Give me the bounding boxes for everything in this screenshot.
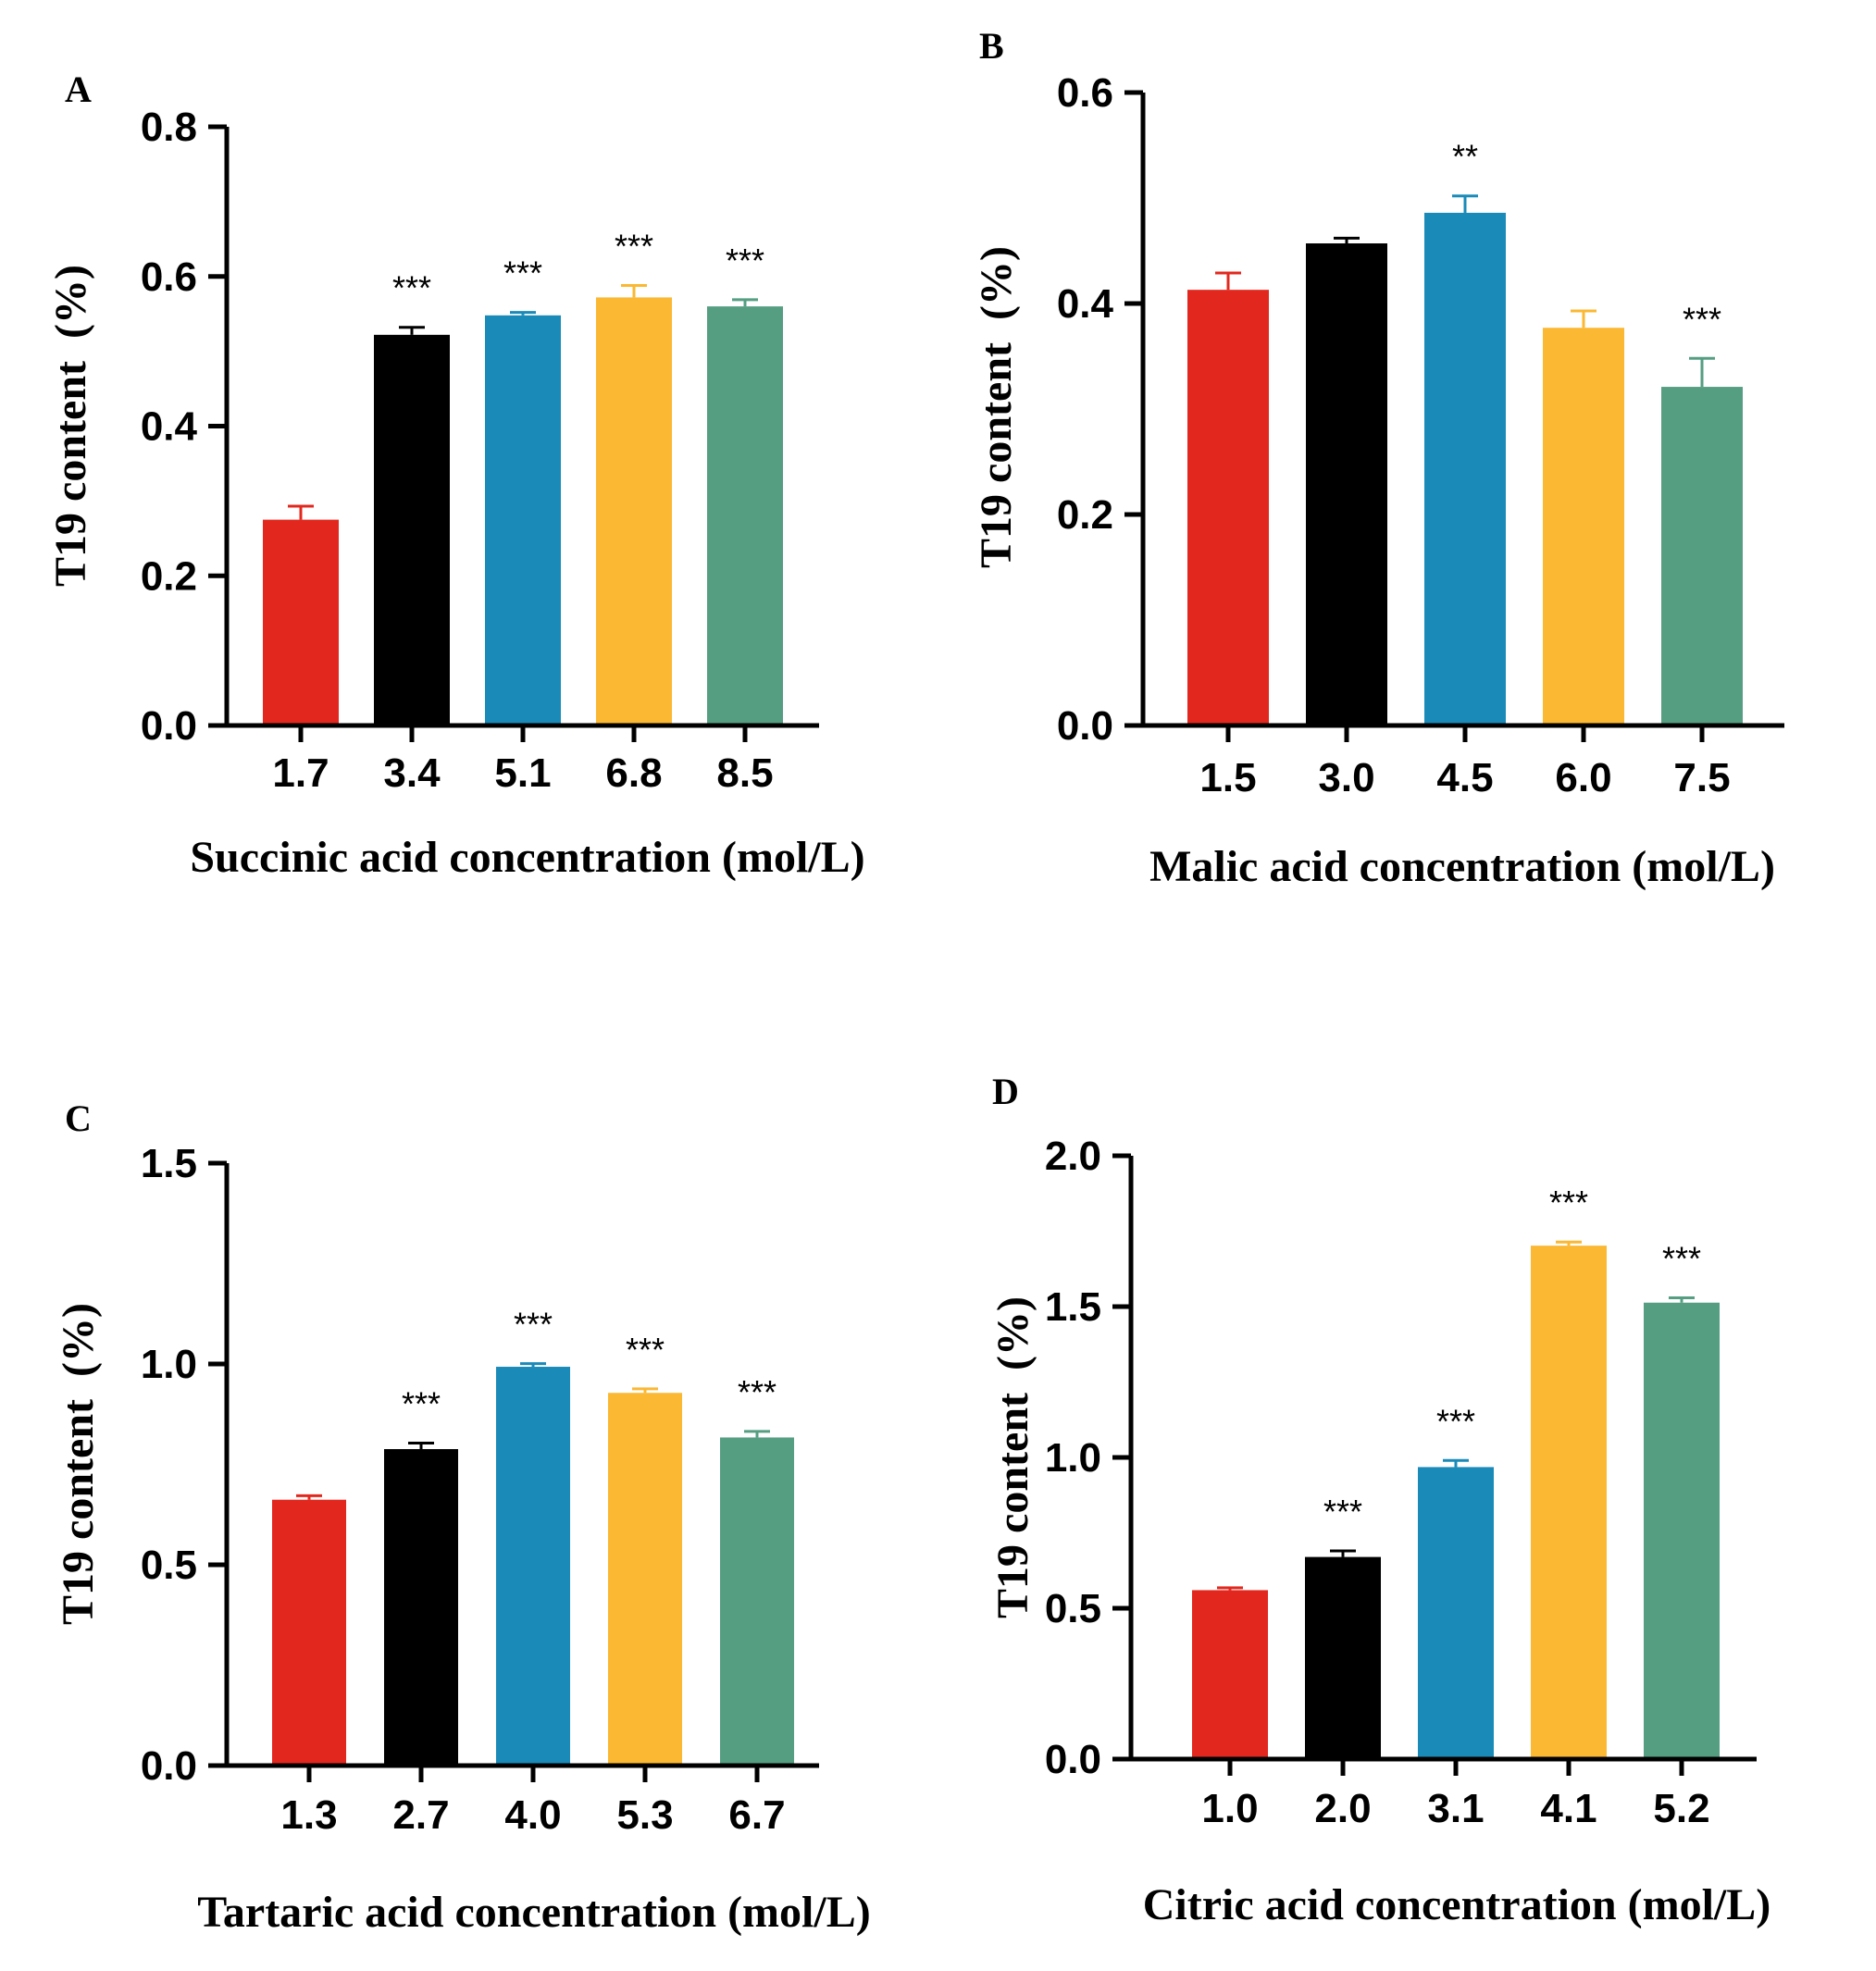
y-tick-label: 1.5: [1045, 1284, 1101, 1330]
x-tick-label: 2.0: [1314, 1786, 1371, 1831]
bar: [1661, 387, 1743, 725]
y-tick-label: 0.6: [141, 254, 197, 300]
y-tick-label: 0.8: [141, 105, 197, 150]
bar: [1306, 243, 1387, 725]
bar: [1531, 1246, 1607, 1759]
x-axis-title: Succinic acid concentration (mol/L): [190, 833, 864, 882]
panel-b: B 1.5 3.0 ** 4.5 6.0 *** 7.5 0.0 0.2 0.4 0.6 Malic a…: [972, 25, 1784, 891]
bar: [374, 334, 450, 725]
significance-label: ***: [392, 269, 431, 307]
significance-label: ***: [402, 1384, 441, 1422]
x-tick-label: 1.3: [280, 1792, 337, 1838]
panel-label: D: [992, 1071, 1019, 1112]
x-axis-title: Citric acid concentration (mol/L): [1143, 1880, 1771, 1929]
y-tick-label: 0.5: [1045, 1586, 1101, 1631]
x-tick-label: 4.5: [1436, 755, 1493, 800]
bar: [1543, 328, 1624, 725]
bar: [720, 1437, 794, 1766]
y-tick-label: 0.0: [141, 1743, 197, 1789]
bar: [263, 519, 339, 725]
y-tick-label: 0.0: [1057, 703, 1113, 749]
panel-label: A: [65, 68, 92, 110]
bar: [707, 306, 783, 725]
bar: [1644, 1302, 1720, 1759]
significance-label: ***: [514, 1306, 553, 1344]
panel-label: B: [979, 25, 1004, 67]
y-tick-label: 2.0: [1045, 1134, 1101, 1179]
x-axis-title: Malic acid concentration (mol/L): [1149, 842, 1775, 891]
x-axis-title: Tartaric acid concentration (mol/L): [197, 1888, 870, 1937]
y-tick-label: 1.5: [141, 1141, 197, 1186]
panel-d: D 1.0 *** 2.0 *** 3.1 *** 4.1 *** 5.2 0.0 0.5 1.0 1.5…: [988, 1071, 1770, 1929]
panel-label: C: [65, 1097, 92, 1139]
x-tick-label: 1.5: [1199, 755, 1256, 800]
significance-label: ***: [726, 242, 764, 279]
x-tick-label: 3.4: [383, 750, 441, 796]
y-tick-label: 0.2: [141, 553, 197, 599]
x-tick-label: 4.1: [1540, 1786, 1596, 1831]
x-tick-label: 5.1: [494, 750, 551, 796]
bar: [485, 315, 561, 725]
y-tick-label: 0.4: [1057, 281, 1114, 327]
y-tick-label: 1.0: [141, 1342, 197, 1387]
significance-label: ***: [1662, 1240, 1701, 1278]
x-tick-label: 3.0: [1318, 755, 1374, 800]
bar: [272, 1499, 346, 1766]
y-axis-title: T19 content (%): [54, 1303, 103, 1625]
x-tick-label: 5.2: [1653, 1786, 1709, 1831]
y-tick-label: 0.6: [1057, 70, 1113, 116]
x-tick-label: 3.1: [1427, 1786, 1484, 1831]
x-tick-label: 8.5: [716, 750, 773, 796]
bar: [1424, 212, 1506, 725]
x-tick-label: 1.0: [1201, 1786, 1258, 1831]
x-tick-label: 4.0: [504, 1792, 561, 1838]
y-tick-label: 0.2: [1057, 492, 1113, 538]
significance-label: ***: [615, 227, 653, 265]
bar: [1192, 1590, 1268, 1759]
bar: [596, 297, 672, 725]
bar: [1305, 1556, 1381, 1759]
significance-label: ***: [1683, 300, 1721, 338]
x-tick-label: 6.8: [605, 750, 662, 796]
y-tick-label: 0.0: [141, 703, 197, 749]
significance-label: ***: [626, 1331, 665, 1369]
bar: [1187, 290, 1269, 725]
x-tick-label: 5.3: [616, 1792, 673, 1838]
x-tick-label: 6.0: [1555, 755, 1611, 800]
bar: [608, 1393, 682, 1766]
significance-label: ***: [503, 254, 542, 292]
x-tick-label: 7.5: [1673, 755, 1730, 800]
significance-label: ***: [1436, 1402, 1475, 1440]
x-tick-label: 6.7: [728, 1792, 785, 1838]
y-tick-label: 0.5: [141, 1543, 197, 1588]
panel-c: C 1.3 *** 2.7 *** 4.0 *** 5.3 *** 6.7 0.0 0.5 1.0 1.5…: [54, 1097, 871, 1937]
significance-label: **: [1452, 138, 1478, 176]
significance-label: ***: [738, 1373, 776, 1411]
x-tick-label: 1.7: [272, 750, 329, 796]
significance-label: ***: [1323, 1493, 1362, 1531]
bar: [384, 1449, 458, 1766]
y-axis-title: T19 content (%): [972, 246, 1021, 568]
bar: [1418, 1467, 1494, 1759]
significance-label: ***: [1549, 1184, 1588, 1221]
y-axis-title: T19 content (%): [988, 1296, 1037, 1618]
y-tick-label: 1.0: [1045, 1435, 1101, 1481]
y-tick-label: 0.0: [1045, 1737, 1101, 1782]
y-axis-title: T19 content (%): [46, 265, 95, 587]
y-tick-label: 0.4: [141, 404, 198, 450]
panel-a: A 1.7 *** 3.4 *** 5.1 *** 6.8 *** 8.5 0.0 0.2 0.4 0.6…: [46, 68, 865, 882]
x-tick-label: 2.7: [392, 1792, 449, 1838]
bar: [496, 1367, 570, 1766]
